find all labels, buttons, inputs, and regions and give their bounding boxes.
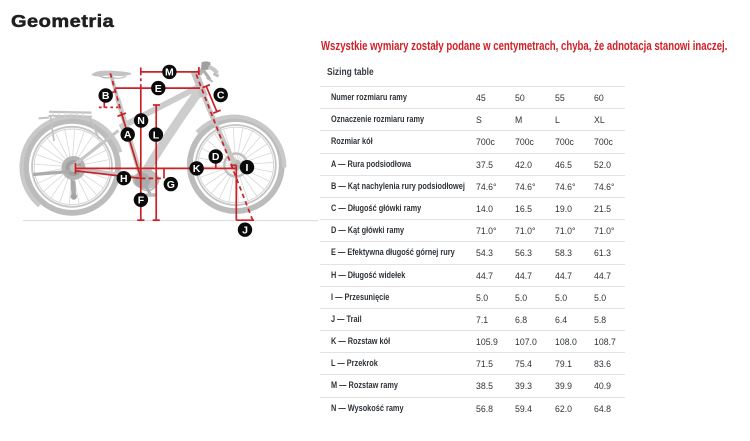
- svg-text:C: C: [217, 90, 225, 102]
- svg-text:N: N: [137, 115, 145, 127]
- svg-text:D: D: [212, 151, 220, 163]
- svg-text:I: I: [246, 162, 249, 174]
- svg-text:B: B: [102, 90, 110, 102]
- svg-text:M: M: [165, 67, 174, 79]
- svg-text:G: G: [167, 179, 175, 191]
- svg-text:L: L: [153, 129, 160, 141]
- svg-text:F: F: [138, 195, 145, 207]
- svg-text:E: E: [155, 83, 162, 95]
- svg-text:K: K: [193, 163, 201, 175]
- svg-text:H: H: [120, 173, 128, 185]
- svg-text:A: A: [124, 129, 132, 141]
- svg-text:J: J: [242, 224, 248, 236]
